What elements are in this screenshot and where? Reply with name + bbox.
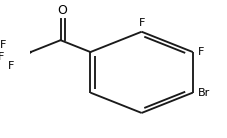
- Text: F: F: [197, 47, 203, 57]
- Text: O: O: [57, 4, 67, 17]
- Text: F: F: [0, 52, 4, 62]
- Text: F: F: [8, 61, 14, 71]
- Text: Br: Br: [197, 88, 209, 98]
- Text: F: F: [0, 40, 6, 50]
- Text: F: F: [138, 18, 144, 28]
